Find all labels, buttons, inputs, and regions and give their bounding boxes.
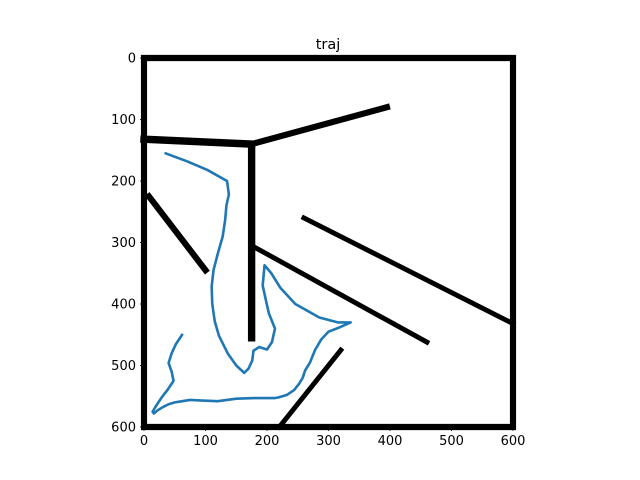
wall-segment [275,346,345,431]
wall-segment [140,135,256,148]
plot-area [140,54,517,431]
y-tick-label: 200 [111,175,136,190]
x-tick-label: 600 [501,434,526,449]
wall-segment [248,242,431,346]
x-tick-label: 100 [193,434,218,449]
y-tick-label: 300 [111,236,136,251]
y-tick-label: 400 [111,298,136,313]
x-tick-label: 500 [439,434,464,449]
x-tick-label: 400 [378,434,403,449]
plot-background [144,58,513,427]
x-axis: 0 100 200 300 400 500 600 [140,427,526,449]
x-tick-label: 0 [140,434,148,449]
x-tick-label: 300 [316,434,341,449]
y-tick-label: 500 [111,359,136,374]
trajectory-line [151,152,352,415]
trajectory-series [151,152,352,415]
wall-segment [300,214,517,327]
y-axis: 0 100 200 300 400 500 600 [111,52,144,436]
y-tick-label: 100 [111,113,136,128]
wall-segment [144,192,210,275]
x-tick-label: 200 [255,434,280,449]
chart-title: traj [316,37,341,53]
y-tick-label: 0 [128,52,136,67]
wall-segment [247,103,391,148]
y-tick-label: 600 [111,421,136,436]
